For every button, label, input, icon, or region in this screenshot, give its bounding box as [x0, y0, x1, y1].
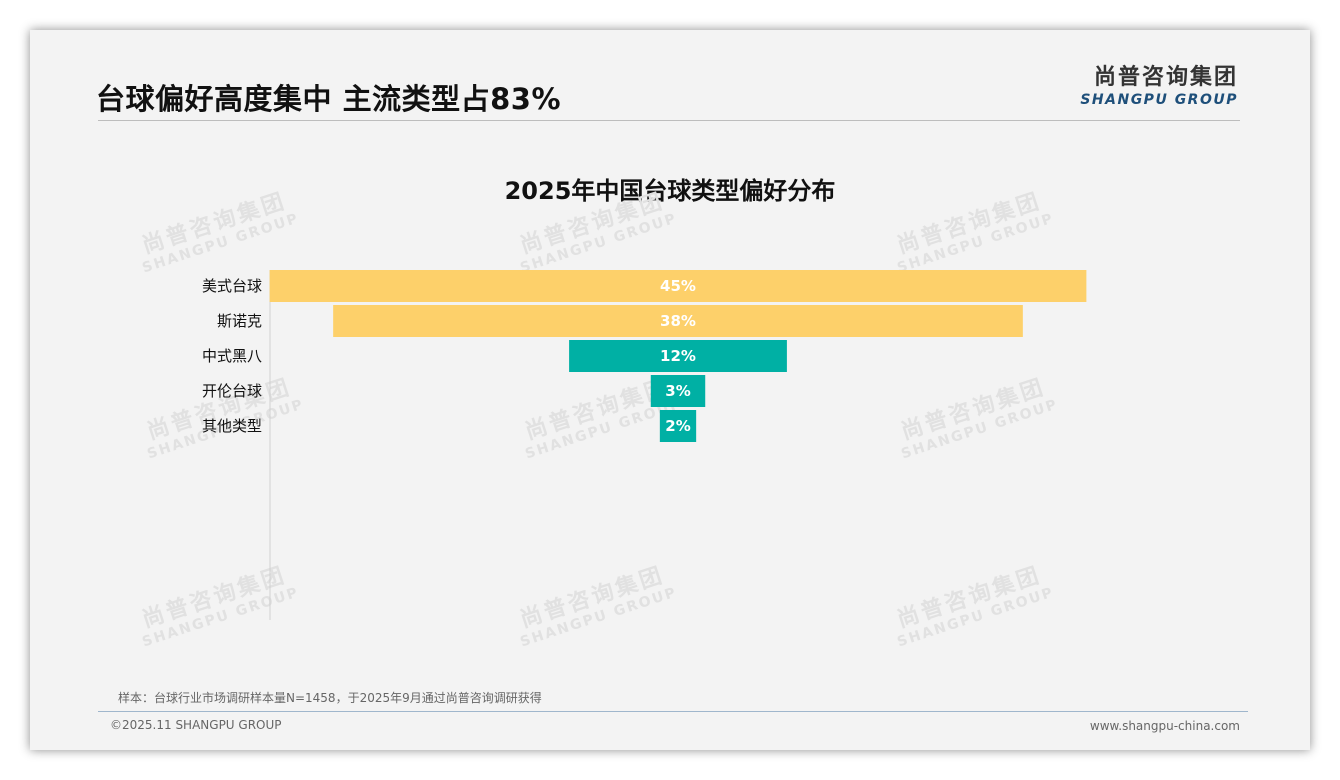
funnel-chart: 45% 美式台球 38% 斯诺克 12% 中式黑八 3% 开伦台球 2% 其他类型: [202, 270, 1087, 620]
chart-title: 2025年中国台球类型偏好分布: [504, 177, 836, 205]
website-link[interactable]: www.shangpu-china.com: [1089, 719, 1240, 733]
funnel-bar: [650, 375, 706, 407]
sample-footnote: 样本：台球行业市场调研样本量N=1458，于2025年9月通过尚普咨询调研获得: [118, 691, 542, 705]
bar-value-label: 3%: [665, 382, 690, 400]
bar-value-label: 12%: [660, 347, 696, 365]
page-title: 台球偏好高度集中 主流类型占83%: [96, 82, 562, 116]
category-label: 斯诺克: [217, 312, 262, 330]
category-label: 其他类型: [202, 417, 262, 435]
category-label: 美式台球: [202, 277, 262, 295]
company-logo: 尚普咨询集团 SHANGPU GROUP: [1080, 65, 1238, 109]
slide: 台球偏好高度集中 主流类型占83% 尚普咨询集团 SHANGPU GROUP 2…: [30, 30, 1310, 750]
funnel-bar: [269, 270, 1087, 302]
logo-english: SHANGPU GROUP: [1080, 92, 1238, 108]
bar-value-label: 45%: [660, 277, 696, 295]
footer-divider: [98, 711, 1248, 712]
logo-chinese: 尚普咨询集团: [1093, 65, 1238, 90]
funnel-bar: [569, 340, 787, 372]
funnel-bar: [659, 410, 697, 442]
category-label: 开伦台球: [202, 382, 262, 400]
bar-value-label: 2%: [665, 417, 690, 435]
category-label: 中式黑八: [202, 347, 262, 365]
funnel-bar: [333, 305, 1023, 337]
copyright-text: ©2025.11 SHANGPU GROUP: [110, 718, 282, 732]
bar-value-label: 38%: [660, 312, 696, 330]
title-divider: [98, 120, 1240, 121]
